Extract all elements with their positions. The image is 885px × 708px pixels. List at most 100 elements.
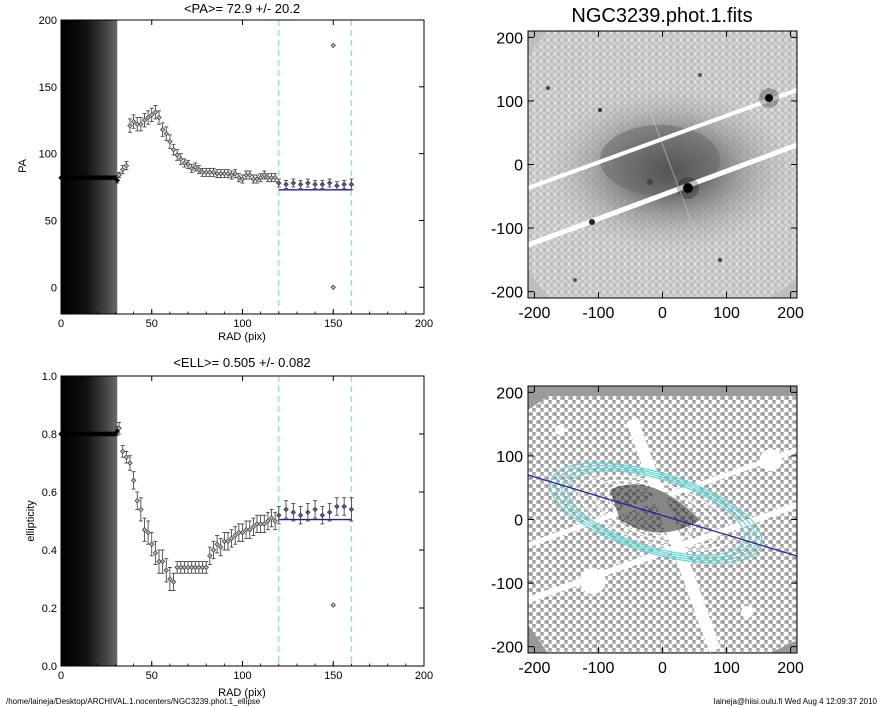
ell-boundary-lines bbox=[278, 376, 353, 666]
ell-data-point bbox=[228, 529, 235, 548]
ell-point-marker bbox=[210, 547, 217, 553]
ell-data-point bbox=[232, 526, 238, 545]
ell-data-point bbox=[207, 546, 213, 565]
pa-data-point bbox=[203, 167, 209, 177]
pa-point-marker bbox=[203, 169, 209, 176]
pa-data-point bbox=[199, 167, 206, 177]
ell-point-marker bbox=[268, 515, 275, 521]
pa-point-marker bbox=[192, 164, 199, 170]
pa-data-point bbox=[297, 179, 304, 189]
ell-point-marker bbox=[185, 564, 191, 571]
ell-data-point bbox=[149, 532, 155, 557]
image-x-tick-label: 0 bbox=[658, 660, 667, 677]
ell-point-marker bbox=[181, 564, 188, 571]
ell-data-point bbox=[120, 445, 126, 458]
ell-data-point bbox=[265, 511, 271, 531]
pa-point-marker bbox=[181, 160, 188, 166]
ell-point-marker bbox=[207, 553, 213, 559]
ell-point-marker bbox=[170, 579, 177, 585]
ell-data-point bbox=[334, 497, 340, 516]
ell-point-marker bbox=[341, 503, 347, 510]
ell-data-point bbox=[290, 503, 297, 522]
image-x-tick-label: -100 bbox=[582, 660, 614, 677]
image-y-tick-label: -200 bbox=[491, 640, 523, 657]
ell-point-marker bbox=[326, 509, 333, 515]
ell-y-tick-label: 1.0 bbox=[42, 371, 57, 383]
ell-point-marker bbox=[127, 460, 133, 466]
pa-point-marker bbox=[149, 112, 155, 118]
pa-y-tick-label: 200 bbox=[39, 15, 57, 27]
pa-data-point bbox=[312, 179, 318, 189]
ell-data-point bbox=[276, 506, 282, 525]
pa-data-point bbox=[228, 170, 235, 180]
contour-image bbox=[528, 386, 797, 653]
ell-data-point bbox=[268, 508, 275, 528]
ell-point-marker bbox=[214, 541, 220, 547]
ell-point-marker bbox=[192, 564, 199, 571]
pa-data-point bbox=[141, 113, 148, 128]
pa-data-point bbox=[276, 178, 282, 188]
pa-data-point bbox=[239, 174, 246, 184]
pa-point-marker bbox=[268, 174, 275, 181]
pa-data-point bbox=[236, 173, 242, 183]
ell-data-point bbox=[283, 500, 289, 519]
ell-data-point bbox=[326, 503, 333, 522]
ell-data-point bbox=[127, 455, 133, 471]
pa-data-point bbox=[120, 165, 126, 175]
ell-data-point bbox=[199, 561, 206, 574]
pa-point-marker bbox=[207, 169, 213, 176]
ell-data-point bbox=[348, 497, 355, 522]
ell-data-point bbox=[203, 561, 209, 574]
ell-data-point bbox=[218, 538, 224, 557]
ell-point-marker bbox=[247, 527, 253, 533]
ell-axes: 0 50 100 150 200 0.0 0.2 0.4 0.6 0.8 1.0 bbox=[42, 371, 433, 682]
pa-point-marker bbox=[305, 180, 311, 186]
pa-data-point bbox=[116, 171, 122, 179]
ell-data-point bbox=[134, 491, 140, 510]
pa-point-marker bbox=[225, 170, 231, 177]
ell-data-point bbox=[261, 514, 267, 533]
ell-point-marker bbox=[116, 425, 122, 431]
pa-data-point bbox=[257, 173, 264, 183]
pa-data-points bbox=[58, 42, 355, 290]
pa-point-marker bbox=[297, 181, 304, 188]
pa-data-point bbox=[341, 179, 347, 189]
pa-y-tick-label: 100 bbox=[39, 149, 57, 161]
ell-data-point bbox=[116, 421, 122, 435]
pa-data-point bbox=[214, 169, 220, 179]
image-y-tick-label: 100 bbox=[496, 449, 523, 466]
pa-point-marker bbox=[159, 126, 166, 133]
pa-data-point bbox=[152, 105, 159, 120]
ell-y-tick-label: 0.8 bbox=[42, 429, 57, 441]
pa-data-point bbox=[283, 179, 289, 189]
ell-data-point bbox=[312, 500, 318, 519]
pa-data-point bbox=[149, 107, 155, 122]
pa-x-axis-label: RAD (pix) bbox=[218, 331, 266, 343]
ell-data-point bbox=[196, 561, 202, 574]
ell-point-marker bbox=[152, 550, 159, 556]
pa-plot: 0 50 100 150 200 0 50 100 150 200 <PA>= 72.9 +/- … bbox=[17, 1, 433, 343]
pa-data-point bbox=[247, 170, 253, 180]
ell-point-marker bbox=[272, 518, 278, 524]
image-title: NGC3239.phot.1.fits bbox=[571, 5, 752, 27]
pa-data-point bbox=[174, 149, 180, 161]
pa-data-point bbox=[127, 118, 133, 133]
ell-data-point bbox=[170, 572, 177, 591]
ell-x-tick-label: 50 bbox=[146, 670, 158, 682]
pa-point-marker bbox=[239, 176, 246, 182]
galaxy-image-panel: NGC3239.phot.1.fits -200 -100 0 100 200-200-… bbox=[491, 5, 804, 322]
ell-data-point bbox=[141, 517, 148, 542]
ell-point-marker bbox=[163, 567, 169, 573]
ell-title: <ELL>= 0.505 +/- 0.082 bbox=[173, 355, 310, 370]
pa-data-point bbox=[181, 158, 188, 168]
ell-data-point bbox=[181, 561, 188, 574]
pa-point-marker bbox=[232, 170, 238, 177]
ell-point-marker bbox=[218, 544, 224, 550]
pa-x-tick-label: 0 bbox=[58, 318, 64, 330]
pa-point-marker bbox=[254, 176, 260, 182]
image-y-tick-label: 100 bbox=[496, 94, 523, 111]
pa-point-marker bbox=[250, 176, 257, 182]
pa-data-point bbox=[272, 173, 278, 183]
pa-axes: 0 50 100 150 200 0 50 100 150 200 bbox=[39, 15, 434, 330]
image-y-tick-label: -100 bbox=[491, 221, 523, 238]
